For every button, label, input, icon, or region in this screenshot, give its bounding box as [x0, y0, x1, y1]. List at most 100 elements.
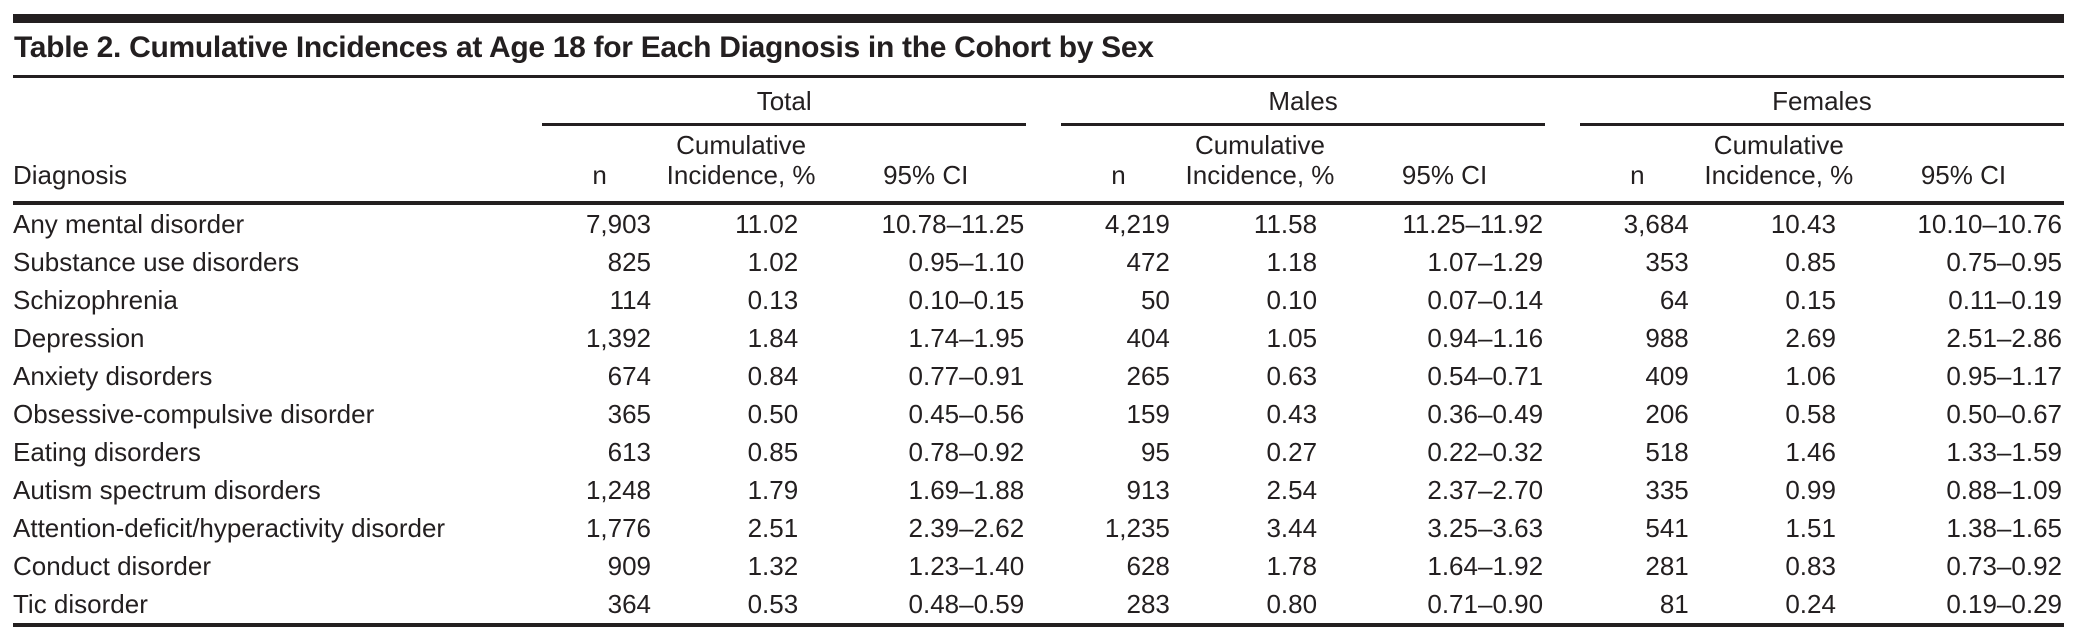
group-header-total: Total	[542, 78, 1027, 126]
diagnosis-cell: Any mental disorder	[13, 208, 245, 239]
table-row: Depression 1,392 1.84 1.74–1.95 404 1.05…	[13, 319, 2064, 357]
total-incidence-cell: 11.02	[735, 208, 799, 239]
males-incidence-cell: 0.27	[1266, 436, 1318, 467]
diagnosis-cell: Conduct disorder	[13, 550, 211, 581]
column-header-females-ci: 95% CI	[1862, 124, 2064, 205]
column-header-total-incidence: Cumulative Incidence, %	[657, 124, 826, 205]
females-incidence-cell: 0.85	[1785, 246, 1836, 277]
column-header-diagnosis: Diagnosis	[13, 124, 543, 205]
males-incidence-cell: 0.10	[1266, 284, 1318, 315]
males-incidence-cell: 1.05	[1266, 322, 1318, 353]
males-n-cell: 1,235	[1104, 512, 1170, 543]
total-incidence-cell: 0.84	[747, 360, 799, 391]
column-header-females-incidence: Cumulative Incidence, %	[1694, 124, 1863, 205]
gap-cell	[1026, 243, 1061, 281]
table-header: Total Males Females Diagnosis n Cumulati…	[13, 78, 2064, 205]
gap-cell	[1545, 357, 1580, 395]
total-ci-cell: 0.10–0.15	[908, 284, 1025, 315]
females-n-cell: 3,684	[1623, 208, 1689, 239]
diagnosis-cell: Substance use disorders	[13, 246, 300, 277]
table-row: Any mental disorder 7,903 11.02 10.78–11…	[13, 203, 2064, 243]
total-n-cell: 674	[607, 360, 652, 391]
total-ci-cell: 1.69–1.88	[908, 474, 1025, 505]
males-n-cell: 628	[1126, 550, 1170, 581]
diagnosis-cell: Anxiety disorders	[13, 360, 213, 391]
females-incidence-cell: 0.83	[1785, 550, 1836, 581]
total-n-cell: 7,903	[585, 208, 652, 239]
males-n-cell: 472	[1126, 246, 1170, 277]
males-incidence-cell: 0.80	[1175, 584, 1345, 627]
males-n-cell: 265	[1126, 360, 1170, 391]
males-ci-cell: 11.25–11.92	[1402, 208, 1544, 239]
total-ci-cell: 10.78–11.25	[881, 208, 1025, 239]
females-incidence-cell: 0.99	[1785, 474, 1836, 505]
males-ci-cell: 2.37–2.70	[1427, 474, 1544, 505]
gap-cell	[1545, 471, 1580, 509]
males-n-cell: 4,219	[1104, 208, 1170, 239]
total-n-cell: 1,776	[585, 512, 652, 543]
females-n-cell: 988	[1645, 322, 1689, 353]
males-n-cell: 159	[1126, 398, 1170, 429]
column-header-males-ci: 95% CI	[1344, 124, 1546, 205]
males-n-cell: 50	[1140, 284, 1170, 315]
total-incidence-cell: 1.02	[747, 246, 799, 277]
females-ci-cell: 0.88–1.09	[1946, 474, 2062, 505]
females-ci-cell: 0.73–0.92	[1946, 550, 2062, 581]
table-row: Eating disorders 613 0.85 0.78–0.92 95 0…	[13, 433, 2064, 471]
column-header-gap	[1545, 124, 1580, 205]
diagnosis-cell: Schizophrenia	[13, 284, 178, 315]
males-n-cell: 913	[1126, 474, 1170, 505]
gap-cell	[1545, 395, 1580, 433]
column-header-males-n: n	[1061, 124, 1176, 205]
males-incidence-cell: 3.44	[1266, 512, 1318, 543]
males-ci-cell: 0.94–1.16	[1427, 322, 1544, 353]
males-incidence-cell: 1.18	[1266, 246, 1318, 277]
gap-cell	[1026, 203, 1061, 243]
group-gap	[1026, 78, 1061, 124]
table-row: Conduct disorder 909 1.32 1.23–1.40 628 …	[13, 547, 2064, 585]
gap-cell	[1026, 509, 1061, 547]
data-table: Total Males Females Diagnosis n Cumulati…	[13, 78, 2064, 627]
females-incidence-cell: 1.06	[1785, 360, 1836, 391]
gap-cell	[1026, 433, 1061, 471]
total-incidence-cell: 0.53	[657, 584, 826, 627]
females-ci-cell: 1.33–1.59	[1946, 436, 2062, 467]
table-row: Anxiety disorders 674 0.84 0.77–0.91 265…	[13, 357, 2064, 395]
gap-cell	[1026, 547, 1061, 585]
females-incidence-cell: 1.46	[1785, 436, 1836, 467]
females-n-cell: 281	[1645, 550, 1689, 581]
females-ci-cell: 0.95–1.17	[1946, 360, 2062, 391]
group-header-blank	[13, 78, 542, 124]
males-n-cell: 404	[1126, 322, 1170, 353]
total-ci-cell: 0.78–0.92	[908, 436, 1025, 467]
diagnosis-cell: Attention-deficit/hyperactivity disorder	[13, 512, 446, 543]
total-ci-cell: 1.23–1.40	[908, 550, 1025, 581]
column-header-row: Diagnosis n Cumulative Incidence, % 95% …	[13, 124, 2064, 205]
males-ci-cell: 0.07–0.14	[1427, 284, 1544, 315]
diagnosis-cell: Obsessive-compulsive disorder	[13, 398, 375, 429]
gap-cell	[1026, 281, 1061, 319]
females-incidence-cell: 0.24	[1694, 584, 1863, 627]
column-header-total-n: n	[542, 124, 658, 205]
females-ci-cell: 0.11–0.19	[1948, 284, 2062, 315]
gap-cell	[1545, 203, 1580, 243]
total-incidence-cell: 0.50	[747, 398, 799, 429]
gap-cell	[1026, 584, 1062, 627]
total-ci-cell: 0.95–1.10	[908, 246, 1025, 277]
gap-cell	[1545, 584, 1580, 627]
table-row: Autism spectrum disorders 1,248 1.79 1.6…	[13, 471, 2064, 509]
males-incidence-cell: 11.58	[1253, 208, 1318, 239]
total-n-cell: 909	[607, 550, 652, 581]
total-incidence-cell: 1.84	[747, 322, 799, 353]
females-n-cell: 64	[1659, 284, 1689, 315]
gap-cell	[1026, 319, 1061, 357]
total-incidence-cell: 1.32	[747, 550, 799, 581]
column-header-total-ci: 95% CI	[825, 124, 1027, 205]
diagnosis-cell: Tic disorder	[13, 584, 543, 627]
table-row: Attention-deficit/hyperactivity disorder…	[13, 509, 2064, 547]
females-n-cell: 206	[1645, 398, 1689, 429]
total-ci-cell: 0.48–0.59	[825, 584, 1027, 627]
females-incidence-cell: 2.69	[1785, 322, 1836, 353]
gap-cell	[1545, 243, 1580, 281]
males-incidence-cell: 0.63	[1266, 360, 1318, 391]
